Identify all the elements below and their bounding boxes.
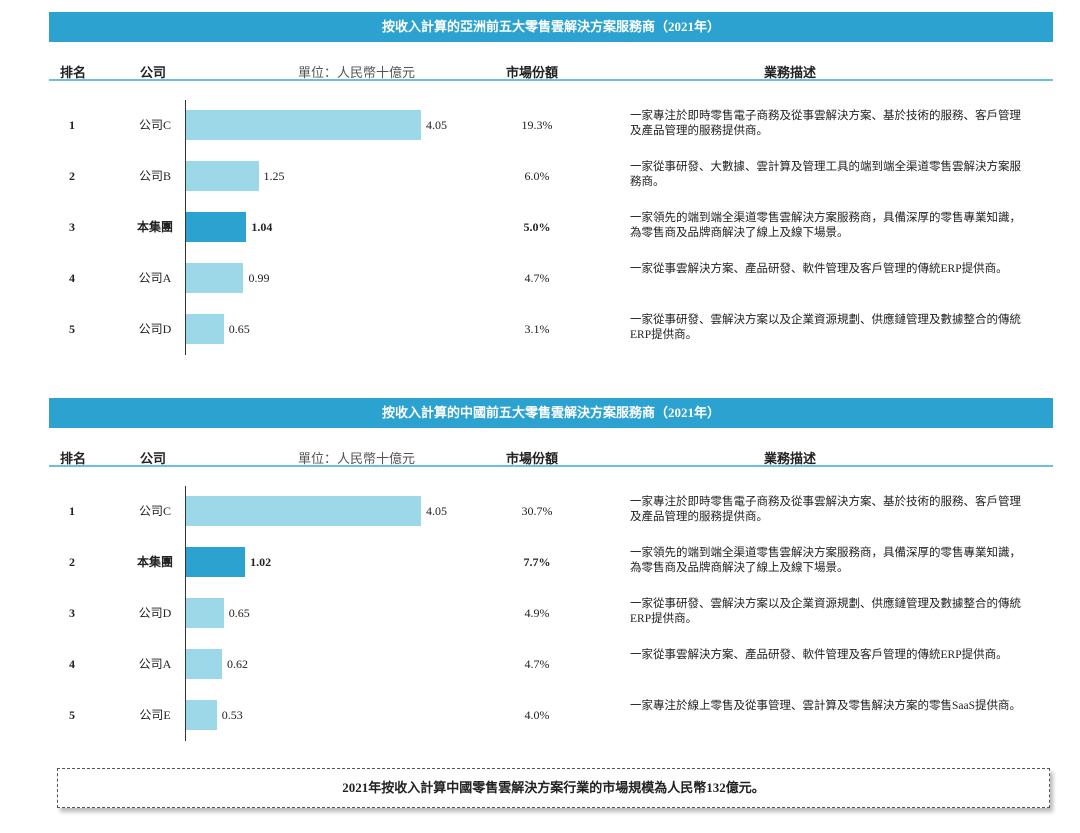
bar <box>186 496 421 526</box>
description: 一家從事雲解決方案、產品研發、軟件管理及客戶管理的傳統ERP提供商。 <box>630 649 1008 661</box>
value-label: 1.02 <box>250 555 272 569</box>
column-header: 市場份額 <box>506 451 559 466</box>
market-share: 19.3% <box>521 118 553 132</box>
company: 公司C <box>138 504 171 518</box>
header-rule <box>49 79 1053 81</box>
column-header: 單位：人民幣十億元 <box>298 65 416 80</box>
description: 一家從事研發、雲解決方案以及企業資源規劃、供應鏈管理及數據整合的傳統ERP提供商… <box>630 598 1021 625</box>
value-label: 0.99 <box>248 271 270 285</box>
rank: 5 <box>69 322 75 336</box>
value-label: 0.65 <box>228 606 250 620</box>
column-header: 公司 <box>140 451 167 466</box>
value-label: 4.05 <box>426 504 447 518</box>
bar <box>186 314 224 344</box>
rank: 3 <box>69 220 75 234</box>
value-label: 1.04 <box>251 220 273 234</box>
description: 一家專注於線上零售及從事管理、雲計算及零售解決方案的零售SaaS提供商。 <box>630 700 1021 712</box>
bar <box>186 547 246 577</box>
rank: 1 <box>69 118 75 132</box>
axis-line <box>185 486 186 741</box>
column-header: 業務描述 <box>763 65 816 80</box>
rank: 4 <box>69 657 75 671</box>
market-share: 4.7% <box>524 657 550 671</box>
company: 公司D <box>138 322 172 336</box>
bar <box>186 649 222 679</box>
company: 公司D <box>138 606 172 620</box>
footnote: 2021年按收入計算中國零售雲解決方案行業的市場規模為人民幣132億元。 <box>57 768 1050 808</box>
company: 公司C <box>138 118 171 132</box>
company: 公司A <box>138 271 172 285</box>
value-label: 1.25 <box>263 169 285 183</box>
rank: 4 <box>69 271 75 285</box>
value-label: 0.65 <box>228 322 250 336</box>
column-header: 單位：人民幣十億元 <box>298 451 416 466</box>
description: 一家領先的端到端全渠道零售雲解決方案服務商，具備深厚的零售專業知識，為零售商及品… <box>630 547 1021 574</box>
section-title: 按收入計算的中國前五大零售雲解決方案服務商（2021年） <box>49 398 1053 428</box>
column-header: 排名 <box>60 451 87 466</box>
company: 公司A <box>138 657 172 671</box>
rank: 1 <box>69 504 75 518</box>
section-title: 按收入計算的亞洲前五大零售雲解決方案服務商（2021年） <box>49 12 1053 42</box>
bar <box>186 598 224 628</box>
description: 一家領先的端到端全渠道零售雲解決方案服務商，具備深厚的零售專業知識，為零售商及品… <box>630 212 1021 239</box>
rank: 2 <box>69 169 75 183</box>
rank: 2 <box>69 555 75 569</box>
description: 一家專注於即時零售電子商務及從事雲解決方案、基於技術的服務、客戶管理及產品管理的… <box>630 496 1021 523</box>
value-label: 4.05 <box>426 118 447 132</box>
description: 一家從事研發、大數據、雲計算及管理工具的端到端全渠道零售雲解決方案服務商。 <box>630 161 1021 188</box>
value-label: 0.62 <box>226 657 248 671</box>
bar <box>186 700 217 730</box>
market-share: 4.7% <box>524 271 550 285</box>
bar <box>186 110 421 140</box>
market-share: 6.0% <box>524 169 550 183</box>
rank: 3 <box>69 606 75 620</box>
market-share: 5.0% <box>523 220 551 234</box>
column-header: 排名 <box>60 65 87 80</box>
column-header: 公司 <box>140 65 167 80</box>
description: 一家從事研發、雲解決方案以及企業資源規劃、供應鏈管理及數據整合的傳統ERP提供商… <box>630 314 1021 341</box>
company: 公司E <box>139 708 171 722</box>
bar <box>186 161 259 191</box>
bar <box>186 263 244 293</box>
market-share: 3.1% <box>524 322 550 336</box>
market-share: 7.7% <box>523 555 551 569</box>
market-share: 4.0% <box>524 708 550 722</box>
company: 公司B <box>138 169 171 183</box>
column-header: 市場份額 <box>506 65 559 80</box>
bar <box>186 212 247 242</box>
company: 本集團 <box>136 555 173 569</box>
description: 一家從事雲解決方案、產品研發、軟件管理及客戶管理的傳統ERP提供商。 <box>630 263 1008 275</box>
company: 本集團 <box>136 220 173 234</box>
axis-line <box>185 100 186 355</box>
header-rule <box>49 465 1053 467</box>
market-share: 30.7% <box>521 504 553 518</box>
column-header: 業務描述 <box>763 451 816 466</box>
market-share: 4.9% <box>524 606 550 620</box>
description: 一家專注於即時零售電子商務及從事雲解決方案、基於技術的服務、客戶管理及產品管理的… <box>630 110 1021 137</box>
value-label: 0.53 <box>221 708 243 722</box>
rank: 5 <box>69 708 75 722</box>
